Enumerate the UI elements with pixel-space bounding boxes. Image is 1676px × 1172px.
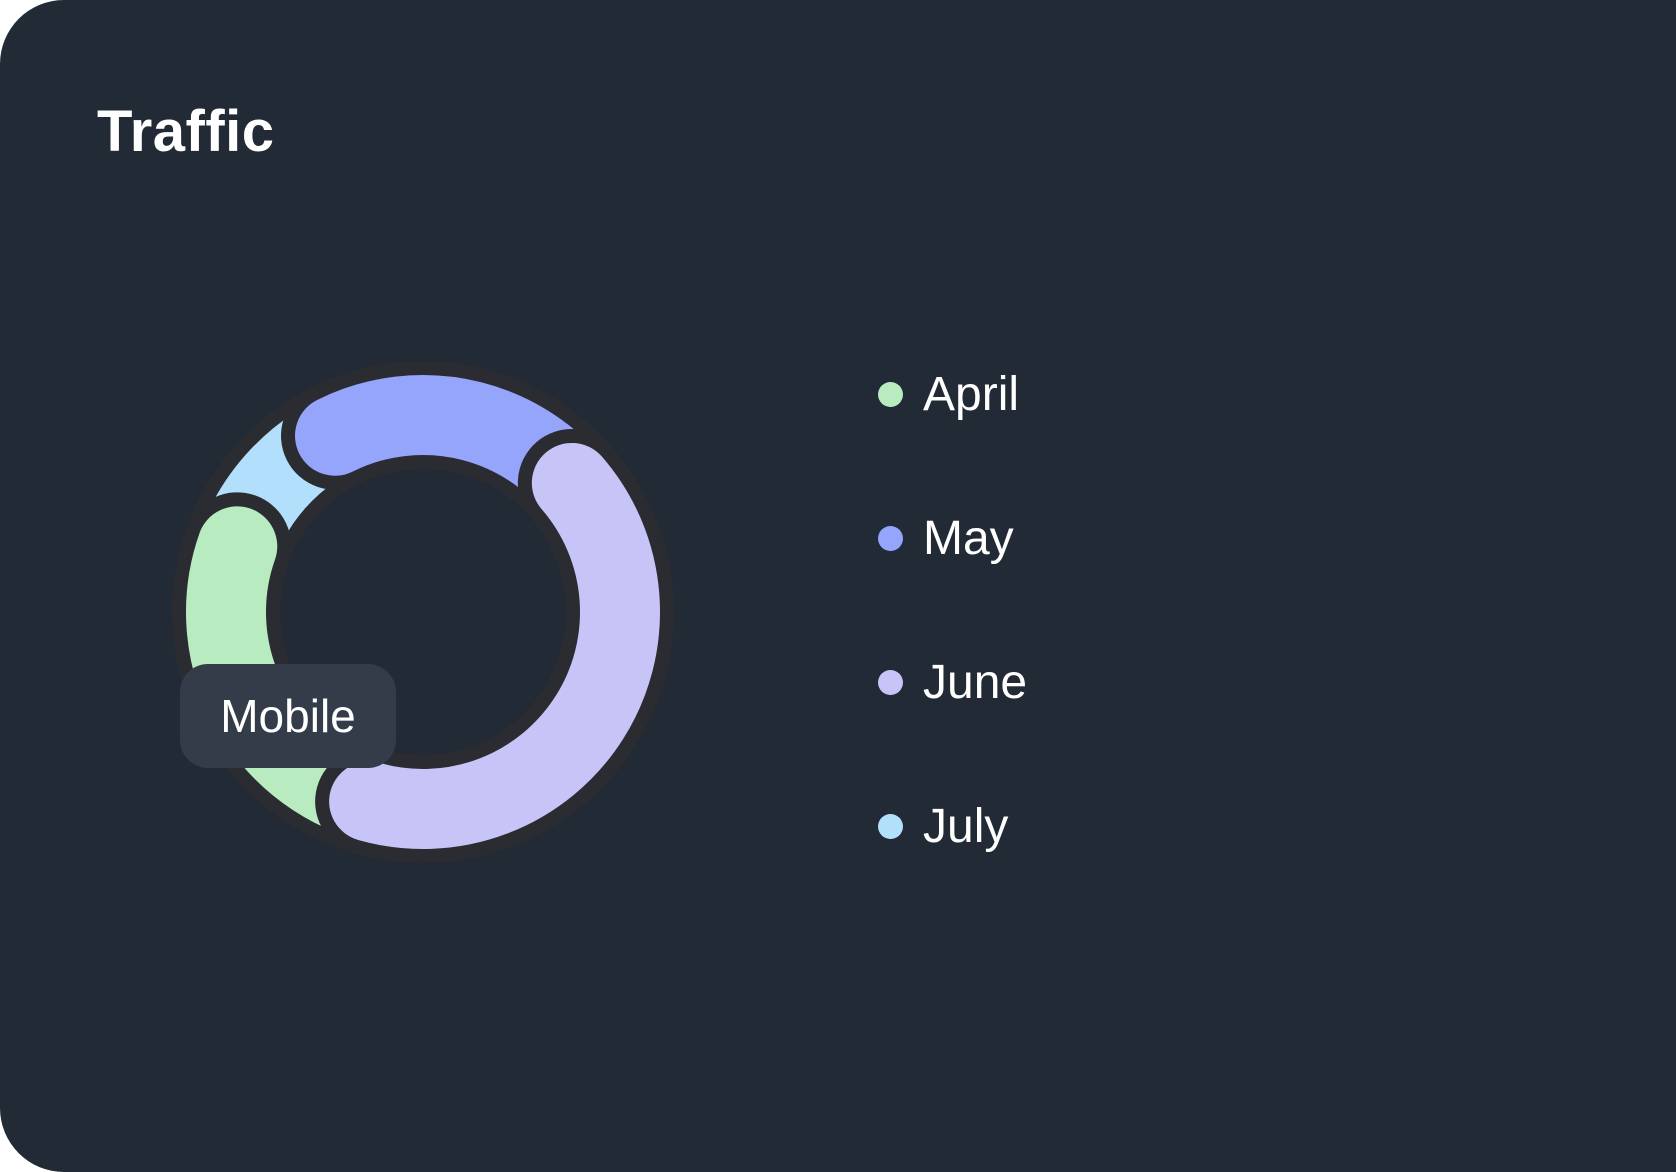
legend-label: April — [923, 367, 1020, 421]
legend-item-may[interactable]: May — [878, 508, 1014, 568]
legend-item-april[interactable]: April — [878, 364, 1019, 424]
legend-item-june[interactable]: June — [878, 652, 1027, 712]
chart-tooltip: Mobile — [180, 664, 396, 768]
legend-dot — [878, 669, 903, 695]
donut-segment-june[interactable] — [329, 442, 660, 849]
legend-item-july[interactable]: July — [878, 796, 1008, 856]
chart-title: Traffic — [97, 99, 275, 164]
legend-label: June — [923, 655, 1028, 709]
legend-dot — [878, 525, 903, 551]
legend-label: May — [923, 511, 1014, 565]
legend-dot — [878, 813, 903, 839]
tooltip-label: Mobile — [220, 690, 356, 742]
legend-label: July — [923, 799, 1009, 853]
legend-dot — [878, 381, 903, 407]
